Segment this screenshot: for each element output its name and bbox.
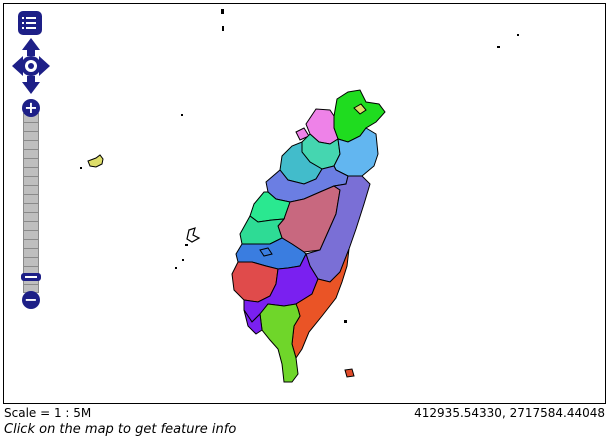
minor-islands <box>80 9 519 323</box>
zoom-in-button[interactable]: + <box>22 99 40 117</box>
pan-down-button[interactable] <box>22 76 40 94</box>
zoom-control: + − <box>21 99 41 309</box>
layer-switcher-button[interactable] <box>18 11 42 35</box>
pan-control[interactable] <box>12 38 50 94</box>
map-canvas[interactable] <box>4 4 606 404</box>
taiwan-counties <box>231 89 386 383</box>
feature-info-hint: Click on the map to get feature info <box>4 422 237 437</box>
zoom-track[interactable] <box>23 113 39 293</box>
county-taipei-inner[interactable] <box>353 103 367 115</box>
county-ne[interactable] <box>333 89 386 143</box>
county-pingtung-west[interactable] <box>243 309 263 335</box>
penghu-island[interactable] <box>87 154 104 168</box>
pan-up-button[interactable] <box>22 38 40 56</box>
green-island[interactable] <box>344 368 355 378</box>
scale-label: Scale = 1 : 5M <box>4 406 92 420</box>
zoom-slider-handle[interactable] <box>21 273 41 281</box>
kinmen-island[interactable] <box>186 227 201 243</box>
county-chiayi-city[interactable] <box>259 247 273 257</box>
mouse-coordinates: 412935.54330, 2717584.44048 <box>414 406 605 420</box>
pan-arrows-icon <box>12 38 50 94</box>
county-pingtung[interactable] <box>259 303 301 383</box>
zoom-out-button[interactable]: − <box>22 291 40 309</box>
map-viewport[interactable]: + − <box>3 3 606 404</box>
